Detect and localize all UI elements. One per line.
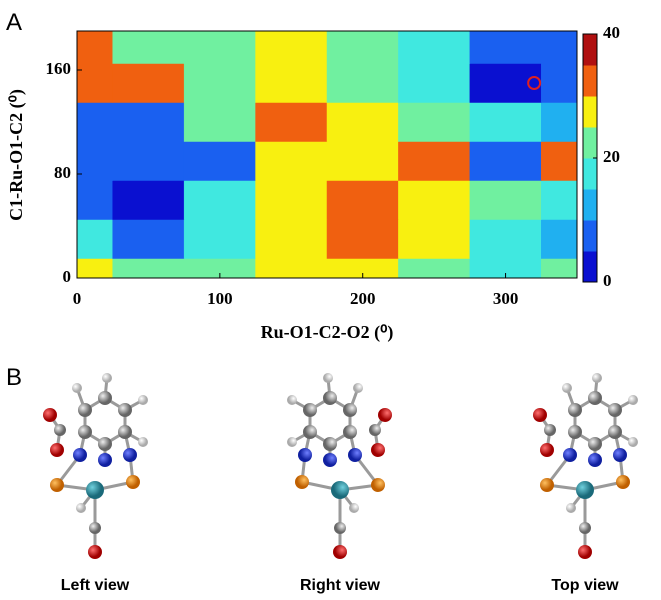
contour-cell — [113, 220, 184, 259]
contour-cell — [256, 181, 327, 220]
x-axis-label: Ru-O1-C2-O2 (⁰) — [261, 322, 394, 343]
y-tick-label: 80 — [54, 163, 71, 182]
contour-cell — [184, 31, 255, 64]
x-tick-label: 200 — [350, 289, 376, 308]
contour-cell — [77, 103, 113, 142]
contour-cell — [327, 220, 398, 259]
colorbar-band — [583, 220, 597, 252]
contour-cell — [256, 220, 327, 259]
contour-cell — [77, 142, 113, 181]
contour-cell — [541, 103, 577, 142]
contour-cell — [184, 220, 255, 259]
contour-cell — [398, 259, 469, 279]
contour-cell — [113, 64, 184, 103]
contour-cell — [184, 64, 255, 103]
colorbar-band — [583, 251, 597, 283]
contour-field — [77, 31, 577, 278]
colorbar-band — [583, 158, 597, 190]
molecule — [533, 373, 638, 559]
contour-cell — [113, 181, 184, 220]
contour-cell — [470, 220, 541, 259]
molecule — [287, 373, 392, 559]
contour-cell — [541, 31, 577, 64]
colorbar-tick-label: 20 — [603, 147, 620, 166]
contour-cell — [113, 103, 184, 142]
contour-cell — [256, 259, 327, 279]
contour-cell — [470, 31, 541, 64]
contour-cell — [541, 142, 577, 181]
contour-cell — [470, 103, 541, 142]
contour-cell — [327, 31, 398, 64]
contour-cell — [541, 64, 577, 103]
contour-cell — [541, 181, 577, 220]
contour-cell — [541, 220, 577, 259]
molecule — [43, 373, 148, 559]
colorbar-band — [583, 34, 597, 66]
x-tick-label: 0 — [73, 289, 82, 308]
y-tick-label: 160 — [46, 59, 72, 78]
contour-cell — [77, 64, 113, 103]
contour-cell — [327, 181, 398, 220]
contour-cell — [470, 142, 541, 181]
contour-cell — [327, 103, 398, 142]
contour-cell — [398, 181, 469, 220]
plot-area — [77, 31, 577, 278]
view-label: Left view — [61, 577, 130, 594]
contour-cell — [327, 142, 398, 181]
contour-cell — [113, 259, 184, 279]
panel-label: A — [6, 9, 22, 36]
contour-cell — [184, 142, 255, 181]
contour-cell — [113, 142, 184, 181]
y-axis-label: C1-Ru-O1-C2 (⁰) — [6, 89, 27, 221]
contour-cell — [256, 142, 327, 181]
contour-cell — [327, 64, 398, 103]
contour-cell — [77, 220, 113, 259]
view-label: Top view — [551, 577, 619, 594]
contour-cell — [398, 142, 469, 181]
contour-cell — [77, 259, 113, 279]
view-label: Right view — [300, 577, 381, 594]
figure: A Ru-O1-C2-O2 (⁰) C1-Ru-O1-C2 (⁰) B Left… — [0, 0, 661, 600]
contour-cell — [470, 181, 541, 220]
colorbar-band — [583, 96, 597, 128]
colorbar-tick-label: 0 — [603, 271, 612, 290]
contour-cell — [398, 220, 469, 259]
colorbar-band — [583, 127, 597, 159]
x-tick-label: 300 — [493, 289, 519, 308]
x-tick-label: 100 — [207, 289, 233, 308]
y-tick-label: 0 — [63, 267, 72, 286]
contour-cell — [113, 31, 184, 64]
colorbar-band — [583, 65, 597, 97]
contour-cell — [398, 31, 469, 64]
contour-cell — [77, 181, 113, 220]
contour-cell — [256, 31, 327, 64]
contour-cell — [256, 103, 327, 142]
contour-cell — [398, 103, 469, 142]
contour-cell — [77, 31, 113, 64]
panel-label: B — [6, 364, 22, 391]
contour-cell — [184, 181, 255, 220]
contour-cell — [541, 259, 577, 279]
colorbar-tick-label: 40 — [603, 23, 620, 42]
colorbar-band — [583, 189, 597, 221]
contour-cell — [184, 103, 255, 142]
contour-cell — [256, 64, 327, 103]
contour-cell — [398, 64, 469, 103]
contour-cell — [470, 64, 541, 103]
